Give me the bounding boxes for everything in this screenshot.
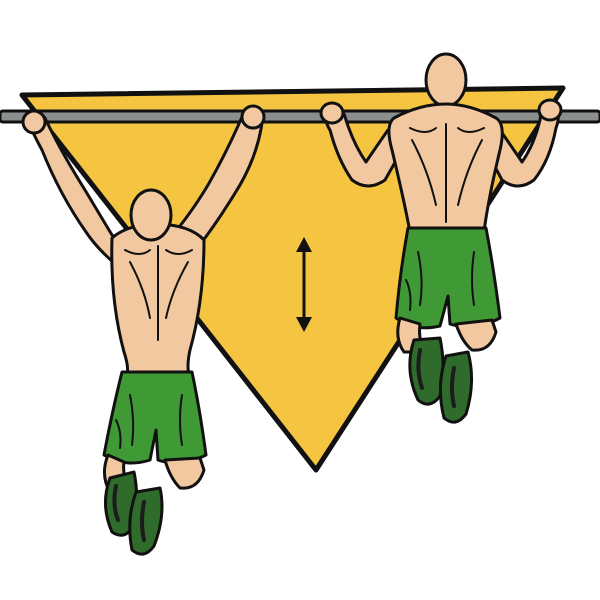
pull-up-bar [0, 109, 600, 124]
double-arrow-icon [296, 237, 312, 332]
figure-hanging [21, 104, 266, 556]
figure-pulled-up [319, 52, 563, 424]
